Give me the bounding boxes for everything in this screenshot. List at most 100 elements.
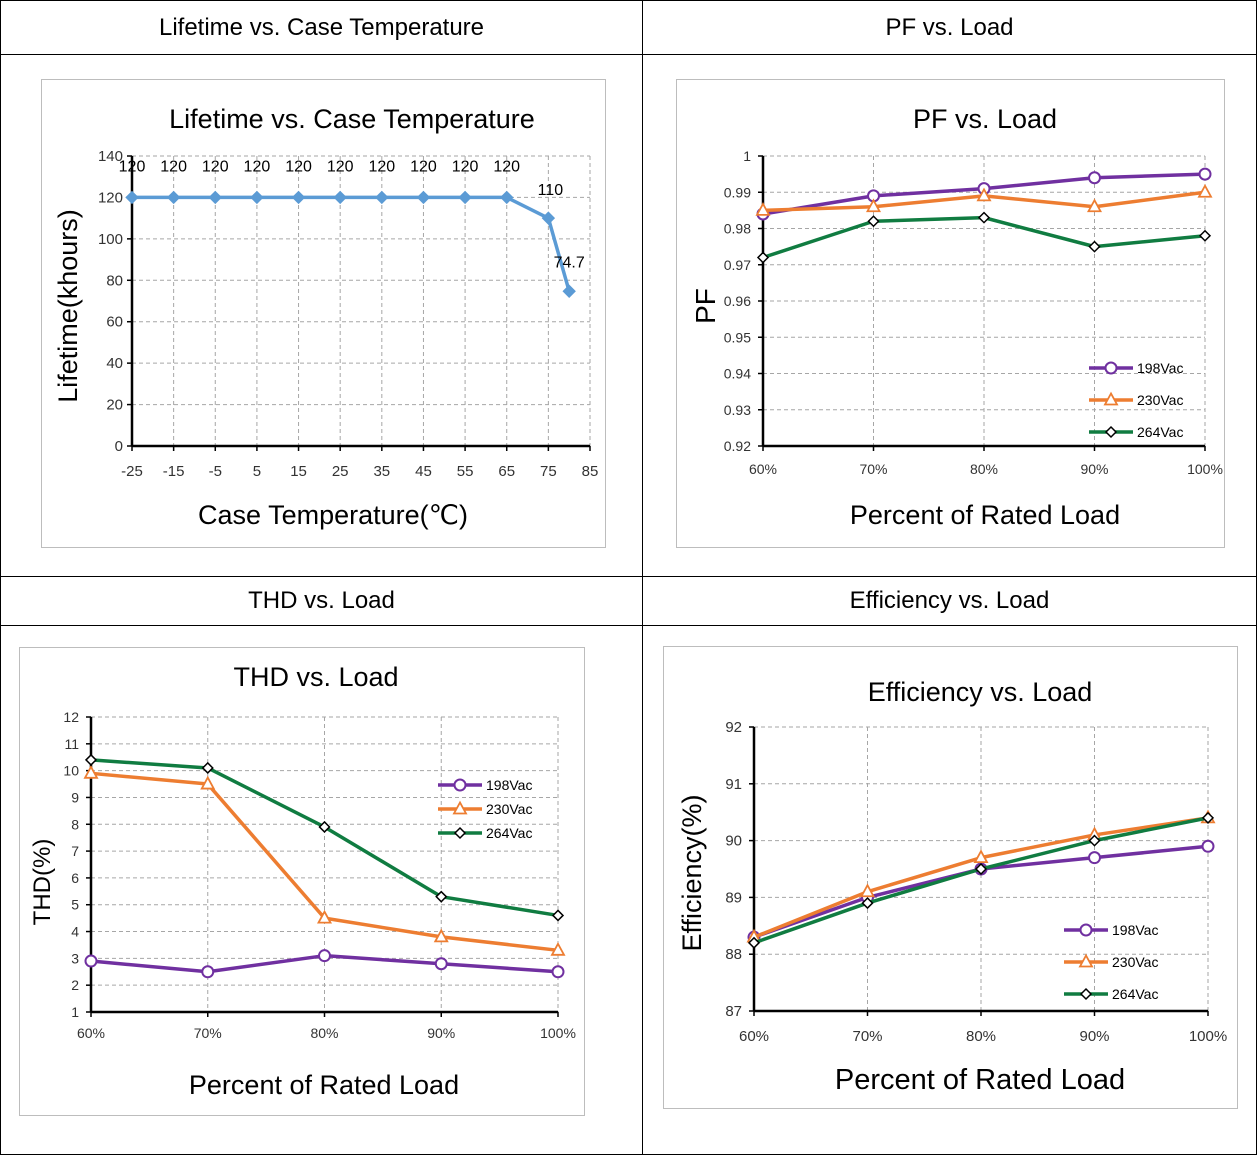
data-point [1088,240,1101,253]
x-axis-title: Percent of Rated Load [189,1070,459,1100]
data-point [755,201,771,216]
y-tick-label: 89 [725,889,742,906]
y-tick-label: 88 [725,946,742,963]
data-point [562,284,576,298]
y-tick-label: 0.97 [724,257,751,273]
chart-title: THD vs. Load [233,662,398,692]
x-tick-label: 60% [77,1025,105,1041]
efficiency-chart: 87 88 89 90 91 92 60% 70% 80% 90% 100% Efficiency v… [677,677,1227,1096]
data-point [318,820,331,834]
y-tick-label: 2 [71,977,79,993]
y-tick-label: 8 [71,816,79,832]
y-axis-title: PF [690,288,721,324]
data-point [1201,811,1215,824]
chart-frame-efficiency: 87 88 89 90 91 92 60% 70% 80% 90% 100% Efficiency v… [663,646,1238,1109]
x-axis-title: Case Temperature(℃) [198,500,468,530]
data-point [316,909,333,924]
x-tick-label: -5 [209,463,222,480]
y-tick-label: 140 [98,148,123,165]
x-tick-label: 15 [290,463,307,480]
data-point [84,753,98,766]
data-point [859,883,876,898]
pf-chart: 0.92 0.93 0.94 0.95 0.96 0.97 0.98 0.99 1 60% 70% 8… [690,104,1223,530]
data-point [756,251,770,264]
data-point [250,190,264,205]
chart-title: PF vs. Load [913,104,1057,134]
data-point [200,775,216,790]
data-point [1088,171,1101,185]
legend-label: 264Vac [1137,424,1183,440]
chart-frame-thd: 1 2 3 4 5 6 7 8 9 10 11 12 60% 70% 80% 90% 100% THD vs. L… [19,647,585,1116]
y-tick-label: 60 [106,314,123,331]
y-tick-label: 87 [725,1003,742,1020]
data-point [865,198,882,213]
y-tick-label: 20 [106,397,123,414]
x-tick-label: 25 [332,463,349,480]
y-tick-label: 5 [71,897,79,913]
cell-header-pf: PF vs. Load [885,13,1014,41]
cell-header-efficiency: Efficiency vs. Load [849,587,1050,614]
x-tick-label: 100% [1189,1028,1227,1045]
x-tick-label: 90% [1079,1028,1109,1045]
x-tick-label: 80% [310,1025,338,1041]
y-tick-label: 10 [63,763,79,779]
y-axis-title: THD(%) [29,839,56,926]
data-label: 120 [327,158,354,175]
data-label: 120 [493,158,520,175]
data-point [1197,183,1213,198]
y-tick-label: 4 [71,924,79,940]
data-point [434,957,448,971]
data-label: 120 [285,158,312,175]
y-tick-label: 0.92 [724,438,751,454]
chart-title: Lifetime vs. Case Temperature [169,104,535,134]
legend-label: 230Vac [1137,392,1183,408]
data-point [973,849,989,864]
x-tick-label: 70% [859,461,887,477]
x-tick-label: 80% [966,1028,996,1045]
chart-title: Efficiency vs. Load [868,677,1093,707]
data-label: 120 [119,158,146,175]
data-point [747,936,761,949]
x-tick-label: 55 [457,463,474,480]
legend-swatch-marker [1104,361,1118,375]
data-point [1088,834,1101,847]
legend-swatch-marker [1103,391,1119,406]
x-tick-label: 60% [749,461,777,477]
data-point [1088,851,1101,865]
y-tick-label: 9 [71,789,79,805]
data-point [125,190,139,205]
x-tick-label: 35 [373,463,390,480]
y-tick-label: 12 [63,709,79,725]
x-tick-label: 45 [415,463,432,480]
y-tick-label: 92 [725,719,742,736]
x-tick-label: -25 [121,463,143,480]
data-point [416,190,431,205]
data-point [84,954,98,968]
data-point [318,949,331,963]
data-point [435,890,448,903]
y-tick-label: 100 [98,231,123,248]
data-point [861,897,874,910]
x-tick-label: 60% [739,1028,769,1045]
x-tick-label: 85 [582,463,599,480]
data-point [166,190,181,205]
legend-label: 264Vac [486,825,532,841]
legend-label: 230Vac [486,801,532,817]
y-tick-label: 1 [743,148,751,164]
series-line-lifetime [132,195,571,292]
x-axis-title: Percent of Rated Load [850,500,1120,530]
data-point [976,187,992,202]
x-axis-title: Percent of Rated Load [835,1064,1125,1096]
legend-label: 198Vac [1137,360,1183,376]
data-point [541,211,556,225]
x-tick-label: 90% [1080,461,1108,477]
data-point [458,190,472,205]
data-point [551,965,565,979]
data-point [375,190,389,205]
y-tick-label: 40 [106,355,123,372]
y-tick-label: 91 [725,776,742,793]
data-label: 120 [368,158,395,175]
